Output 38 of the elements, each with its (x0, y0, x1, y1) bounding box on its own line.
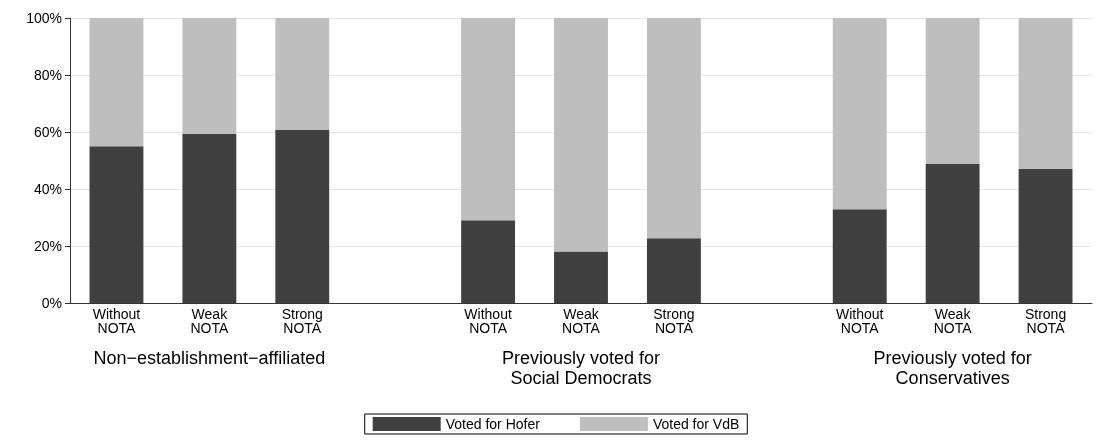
bar (646, 238, 701, 303)
y-tick-label: 0% (41, 295, 62, 311)
legend-label: Voted for Hofer (445, 416, 541, 432)
bar (554, 251, 608, 303)
y-tick-label: 20% (33, 238, 62, 254)
bar (646, 18, 701, 239)
x-tick-label: Without NOTA (92, 306, 141, 336)
y-tick-label: 60% (33, 124, 62, 140)
text: Non−establishment−affiliated (93, 348, 326, 368)
bar (832, 18, 887, 210)
bar (89, 146, 144, 303)
bar (275, 18, 330, 131)
x-tick-label: Strong NOTA (281, 306, 323, 336)
bar (182, 134, 237, 303)
bar (461, 220, 516, 303)
legend-label: Voted for VdB (652, 416, 740, 432)
x-tick-label: Without NOTA (835, 306, 884, 336)
y-tick-label: 40% (33, 181, 62, 197)
x-tick-label: Strong NOTA (1024, 306, 1067, 336)
bar (925, 163, 980, 303)
bar (275, 130, 330, 303)
bar (461, 18, 516, 221)
x-tick-label: Without NOTA (464, 306, 512, 336)
bar (925, 18, 980, 164)
y-tick-label: 80% (33, 67, 62, 83)
bar (832, 209, 887, 303)
x-tick-label: Weak NOTA (933, 306, 973, 336)
bar (1018, 169, 1073, 303)
bar (1018, 18, 1073, 170)
x-tick-label: Weak NOTA (562, 306, 601, 336)
text: Previously voted for Social Democrats (501, 348, 661, 388)
bar (89, 18, 144, 147)
x-tick-label: Weak NOTA (190, 306, 229, 336)
bar (182, 18, 237, 134)
y-tick-label: 100% (26, 10, 62, 26)
x-tick-label: Strong NOTA (653, 306, 695, 336)
bar (554, 18, 608, 252)
text: Previously voted for Conservatives (873, 348, 1032, 388)
